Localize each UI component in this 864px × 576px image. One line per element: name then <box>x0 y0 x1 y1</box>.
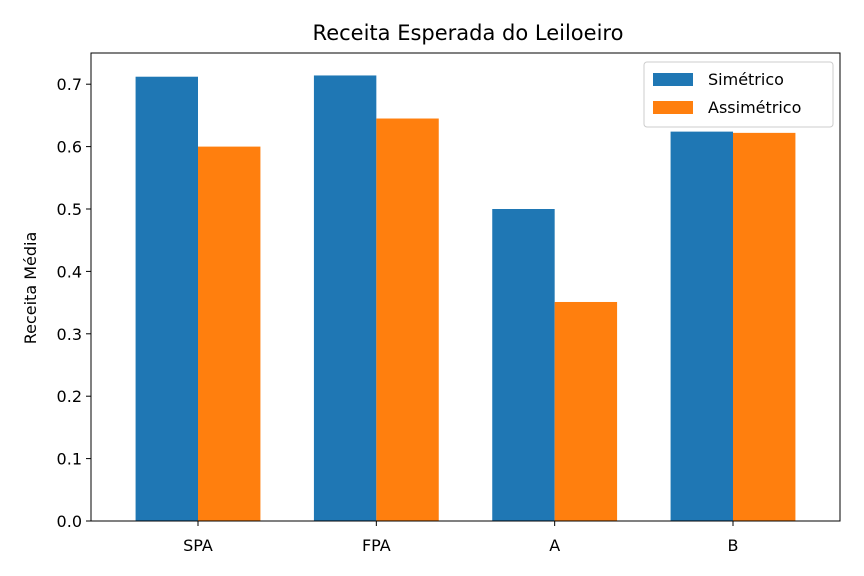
legend-label-simetrico: Simétrico <box>708 70 784 89</box>
x-tick-label-fpa: FPA <box>362 536 391 555</box>
bar-simetrico-a <box>492 209 555 521</box>
x-tick-label-a: A <box>549 536 560 555</box>
y-tick-label: 0.6 <box>57 138 82 157</box>
plot-area: 0.0 0.1 0.2 0.3 0.4 0.5 0.6 0.7 SPA FPA A B <box>57 52 841 555</box>
y-axis-label: Receita Média <box>21 232 40 345</box>
y-tick-label: 0.5 <box>57 200 82 219</box>
y-tick-label: 0.2 <box>57 387 82 406</box>
legend-swatch-assimetrico <box>653 101 693 114</box>
y-tick-label: 0.7 <box>57 75 82 94</box>
y-tick-label: 0.1 <box>57 450 82 469</box>
legend: Simétrico Assimétrico <box>643 61 834 128</box>
bar-assimetrico-fpa <box>376 118 439 522</box>
legend-swatch-simetrico <box>653 73 693 86</box>
bar-simetrico-spa <box>135 76 198 522</box>
x-tick-label-spa: SPA <box>183 536 213 555</box>
y-tick-label: 0.4 <box>57 262 82 281</box>
chart-title: Receita Esperada do Leiloeiro <box>313 21 624 45</box>
plot-frame <box>90 52 841 522</box>
bar-assimetrico-a <box>554 301 618 521</box>
legend-label-assimetrico: Assimétrico <box>708 98 801 117</box>
bar-simetrico-fpa <box>313 75 377 522</box>
y-tick-label: 0.3 <box>57 325 82 344</box>
bar-assimetrico-b <box>733 132 796 521</box>
bar-assimetrico-spa <box>198 146 261 521</box>
x-tick-label-b: B <box>728 536 739 555</box>
y-tick-label: 0.0 <box>57 512 82 531</box>
bar-simetrico-b <box>670 131 733 521</box>
